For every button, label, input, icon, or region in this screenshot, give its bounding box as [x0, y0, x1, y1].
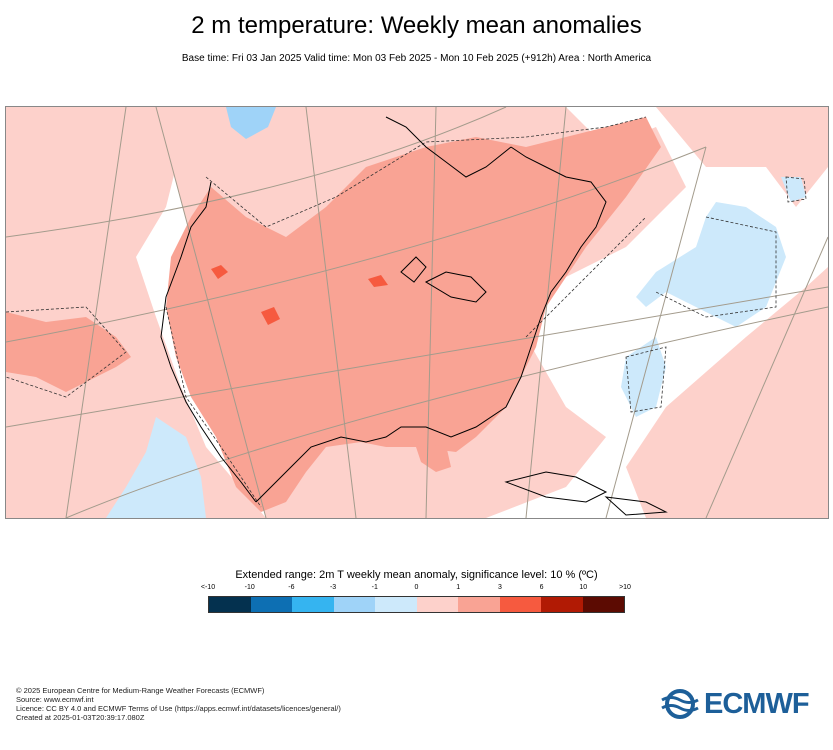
- legend-tick: -3: [329, 584, 337, 591]
- legend-swatch: [582, 597, 624, 612]
- footer-copyright: © 2025 European Centre for Medium-Range …: [16, 686, 265, 695]
- footer-licence: Licence: CC BY 4.0 and ECMWF Terms of Us…: [16, 704, 341, 713]
- anomaly-map: [5, 106, 829, 519]
- cool-area-ne: [781, 177, 806, 202]
- cool-area-north: [226, 107, 276, 139]
- legend-colorbar: [208, 596, 625, 613]
- ecmwf-logo-icon: [661, 689, 699, 719]
- warm-medium-area-west: [6, 312, 131, 392]
- footer-source: Source: www.ecmwf.int: [16, 695, 94, 704]
- ecmwf-logo-text: ECMWF: [704, 687, 810, 720]
- warm-light-area-west: [6, 107, 266, 518]
- legend-swatch: [333, 597, 375, 612]
- footer-created: Created at 2025-01-03T20:39:17.080Z: [16, 713, 145, 722]
- legend-swatch: [250, 597, 292, 612]
- legend-swatch: [458, 597, 500, 612]
- map-canvas: [6, 107, 828, 518]
- coastline: [160, 116, 668, 516]
- significance-contours: [6, 116, 807, 508]
- warm-light-area-east: [626, 267, 828, 518]
- warm-strong-spot-1: [211, 265, 228, 279]
- legend-title: Extended range: 2m T weekly mean anomaly…: [235, 569, 598, 581]
- warm-medium-area-main: [166, 117, 661, 512]
- warm-strong-spot-2: [261, 307, 280, 325]
- legend-swatch: [541, 597, 583, 612]
- legend-tick: <-10: [200, 584, 216, 591]
- footer-credits: © 2025 European Centre for Medium-Range …: [16, 686, 341, 722]
- legend-swatch: [499, 597, 541, 612]
- warm-strong-spot-3: [368, 275, 388, 287]
- warm-medium-area-gulf: [416, 445, 451, 472]
- legend-ticks: <-10 -10 -6 -3 -1 0 1 3 6 10 >10: [201, 584, 631, 596]
- cool-area-atlantic: [636, 202, 786, 327]
- legend-tick: 1: [456, 584, 461, 591]
- legend-swatch: [416, 597, 458, 612]
- legend-tick: 0: [414, 584, 419, 591]
- legend-tick: -10: [244, 584, 255, 591]
- legend-tick: 10: [579, 584, 588, 591]
- chart-title: 2 m temperature: Weekly mean anomalies: [191, 12, 642, 39]
- legend-tick: >10: [619, 584, 631, 591]
- legend-swatch: [209, 597, 251, 612]
- legend-swatch: [292, 597, 334, 612]
- chart-subtitle: Base time: Fri 03 Jan 2025 Valid time: M…: [181, 53, 652, 64]
- legend-tick: -6: [288, 584, 295, 591]
- legend-tick: 6: [539, 584, 544, 591]
- ecmwf-logo: ECMWF: [660, 687, 820, 721]
- legend-tick: -1: [371, 584, 378, 591]
- legend-swatch: [375, 597, 417, 612]
- legend-tick: 3: [497, 584, 502, 591]
